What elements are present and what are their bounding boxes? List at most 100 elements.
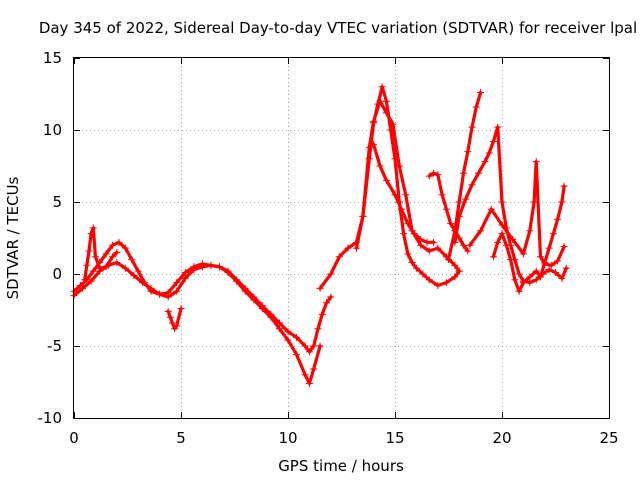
series-line bbox=[72, 260, 322, 385]
x-axis-label: GPS time / hours bbox=[278, 457, 404, 475]
data-point bbox=[164, 293, 172, 301]
data-point bbox=[166, 313, 174, 321]
data-point bbox=[102, 250, 110, 258]
series-arc-8 bbox=[445, 89, 485, 264]
data-point bbox=[532, 276, 540, 284]
data-point bbox=[164, 307, 172, 315]
data-point bbox=[85, 247, 93, 255]
data-point bbox=[474, 169, 482, 177]
data-point bbox=[498, 230, 506, 238]
data-point bbox=[547, 261, 555, 269]
data-point bbox=[365, 143, 373, 151]
data-point bbox=[293, 333, 301, 341]
data-point bbox=[359, 212, 367, 220]
data-point bbox=[560, 243, 568, 251]
data-point bbox=[410, 230, 418, 238]
data-point bbox=[462, 195, 470, 203]
y-tick-label: -10 bbox=[38, 409, 63, 427]
data-point bbox=[489, 138, 497, 146]
data-point bbox=[545, 266, 553, 274]
x-tick-labels: 0 5 10 15 20 25 bbox=[69, 429, 618, 447]
data-point bbox=[397, 205, 405, 213]
x-tick-label: 20 bbox=[492, 429, 511, 447]
data-point bbox=[376, 97, 384, 105]
data-point bbox=[515, 270, 523, 278]
data-point bbox=[382, 97, 390, 105]
series-arc-9 bbox=[451, 123, 570, 287]
data-point bbox=[301, 371, 309, 379]
data-point bbox=[423, 238, 431, 246]
data-point bbox=[549, 230, 557, 238]
data-point bbox=[376, 162, 384, 170]
data-point bbox=[224, 269, 232, 277]
data-point bbox=[378, 83, 386, 91]
data-point bbox=[128, 256, 136, 264]
series-arc-4 bbox=[164, 305, 185, 333]
data-point bbox=[459, 241, 467, 249]
data-point bbox=[389, 120, 397, 128]
data-point bbox=[168, 319, 176, 327]
data-point bbox=[498, 221, 506, 229]
x-tick-label: 25 bbox=[599, 429, 618, 447]
data-point bbox=[258, 305, 266, 313]
data-point bbox=[442, 205, 450, 213]
y-tick-label: 5 bbox=[52, 193, 62, 211]
data-point bbox=[434, 282, 442, 290]
data-point bbox=[425, 247, 433, 255]
data-point bbox=[532, 267, 540, 275]
y-tick-label: -5 bbox=[47, 337, 62, 355]
data-point bbox=[554, 257, 562, 265]
data-point bbox=[335, 253, 343, 261]
data-point bbox=[130, 271, 138, 279]
data-point bbox=[545, 244, 553, 252]
data-point bbox=[121, 264, 129, 272]
data-point bbox=[216, 263, 224, 271]
data-point bbox=[352, 244, 360, 252]
data-point bbox=[464, 247, 472, 255]
data-point bbox=[468, 123, 476, 131]
data-point bbox=[173, 287, 181, 295]
data-point bbox=[455, 212, 463, 220]
data-point bbox=[526, 227, 534, 235]
data-point bbox=[451, 227, 459, 235]
data-point bbox=[121, 244, 129, 252]
data-point bbox=[79, 284, 87, 292]
data-point bbox=[96, 264, 104, 272]
data-point bbox=[87, 277, 95, 285]
data-point bbox=[412, 264, 420, 272]
data-point bbox=[198, 263, 206, 271]
data-point bbox=[284, 336, 292, 344]
data-point bbox=[526, 273, 534, 281]
data-point bbox=[87, 230, 95, 238]
x-tick-label: 10 bbox=[278, 429, 297, 447]
data-point bbox=[487, 205, 495, 213]
data-point bbox=[241, 287, 249, 295]
data-point bbox=[430, 169, 438, 177]
series-line bbox=[427, 171, 470, 253]
data-point bbox=[173, 322, 181, 330]
x-tick-label: 0 bbox=[69, 429, 79, 447]
data-point bbox=[113, 258, 121, 266]
data-point bbox=[91, 253, 99, 261]
data-point bbox=[305, 379, 313, 387]
data-point bbox=[327, 293, 335, 301]
y-tick-labels: -10 -5 0 5 10 15 bbox=[38, 49, 63, 427]
data-point bbox=[233, 277, 241, 285]
series-arc-3 bbox=[81, 224, 121, 284]
data-point bbox=[451, 261, 459, 269]
data-point bbox=[477, 89, 485, 97]
data-point bbox=[316, 284, 324, 292]
series-line bbox=[354, 99, 461, 273]
data-point bbox=[502, 241, 510, 249]
data-point bbox=[498, 198, 506, 206]
data-point bbox=[370, 140, 378, 148]
data-point bbox=[267, 313, 275, 321]
data-point bbox=[511, 276, 519, 284]
data-point bbox=[541, 258, 549, 266]
data-point bbox=[293, 351, 301, 359]
data-point bbox=[459, 169, 467, 177]
data-point bbox=[323, 299, 331, 307]
data-point bbox=[408, 258, 416, 266]
data-point bbox=[494, 238, 502, 246]
